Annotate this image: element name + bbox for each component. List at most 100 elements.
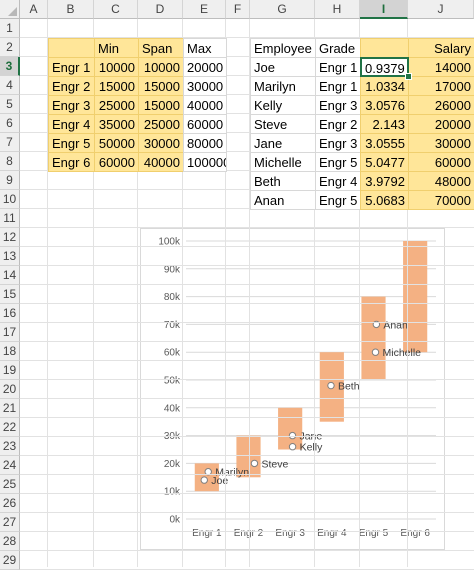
min-cell[interactable]: 60000 bbox=[94, 152, 139, 172]
row-header-23[interactable]: 23 bbox=[0, 437, 20, 456]
row-header-20[interactable]: 20 bbox=[0, 380, 20, 399]
row-header-28[interactable]: 28 bbox=[0, 532, 20, 551]
position-cell[interactable]: 5.0683 bbox=[360, 190, 409, 210]
position-cell[interactable]: 5.0477 bbox=[360, 152, 409, 172]
employee-table-header-grade[interactable]: Grade bbox=[315, 38, 361, 58]
salary-cell[interactable]: 70000 bbox=[408, 190, 474, 210]
employee-grade-cell[interactable]: Engr 4 bbox=[315, 171, 361, 191]
row-header-6[interactable]: 6 bbox=[0, 114, 20, 133]
employee-grade-cell[interactable]: Engr 1 bbox=[315, 76, 361, 96]
active-cell-i3[interactable]: 0.9379 bbox=[360, 57, 409, 77]
max-cell[interactable]: 60000 bbox=[183, 114, 227, 134]
salary-cell[interactable]: 14000 bbox=[408, 57, 474, 77]
employee-name-cell[interactable]: Anan bbox=[250, 190, 316, 210]
employee-grade-cell[interactable]: Engr 1 bbox=[315, 57, 361, 77]
grade-cell[interactable]: Engr 5 bbox=[48, 133, 95, 153]
row-header-16[interactable]: 16 bbox=[0, 304, 20, 323]
row-header-8[interactable]: 8 bbox=[0, 152, 20, 171]
row-header-2[interactable]: 2 bbox=[0, 38, 20, 57]
grade-cell[interactable]: Engr 2 bbox=[48, 76, 95, 96]
row-header-11[interactable]: 11 bbox=[0, 209, 20, 228]
salary-cell[interactable]: 26000 bbox=[408, 95, 474, 115]
row-header-7[interactable]: 7 bbox=[0, 133, 20, 152]
grade-cell[interactable]: Engr 1 bbox=[48, 57, 95, 77]
employee-name-cell[interactable]: Joe bbox=[250, 57, 316, 77]
employee-grade-cell[interactable]: Engr 5 bbox=[315, 152, 361, 172]
position-cell[interactable]: 1.0334 bbox=[360, 76, 409, 96]
grade-cell[interactable]: Engr 6 bbox=[48, 152, 95, 172]
employee-table-header-blank[interactable] bbox=[360, 38, 409, 58]
grade-cell[interactable]: Engr 4 bbox=[48, 114, 95, 134]
max-cell[interactable]: 100000 bbox=[183, 152, 227, 172]
row-header-26[interactable]: 26 bbox=[0, 494, 20, 513]
min-cell[interactable]: 35000 bbox=[94, 114, 139, 134]
row-header-24[interactable]: 24 bbox=[0, 456, 20, 475]
column-header-b[interactable]: B bbox=[48, 0, 94, 19]
salary-cell[interactable]: 17000 bbox=[408, 76, 474, 96]
column-header-i[interactable]: I bbox=[360, 0, 408, 19]
employee-name-cell[interactable]: Michelle bbox=[250, 152, 316, 172]
max-cell[interactable]: 20000 bbox=[183, 57, 227, 77]
salary-cell[interactable]: 48000 bbox=[408, 171, 474, 191]
column-header-e[interactable]: E bbox=[183, 0, 226, 19]
span-cell[interactable]: 40000 bbox=[138, 152, 184, 172]
column-header-c[interactable]: C bbox=[94, 0, 138, 19]
employee-table-header-employee[interactable]: Employee bbox=[250, 38, 316, 58]
position-cell[interactable]: 3.0555 bbox=[360, 133, 409, 153]
employee-grade-cell[interactable]: Engr 3 bbox=[315, 95, 361, 115]
span-cell[interactable]: 25000 bbox=[138, 114, 184, 134]
employee-name-cell[interactable]: Marilyn bbox=[250, 76, 316, 96]
row-header-21[interactable]: 21 bbox=[0, 399, 20, 418]
row-header-12[interactable]: 12 bbox=[0, 228, 20, 247]
employee-name-cell[interactable]: Jane bbox=[250, 133, 316, 153]
row-header-13[interactable]: 13 bbox=[0, 247, 20, 266]
grade-table-header-min[interactable]: Min bbox=[94, 38, 139, 58]
row-header-15[interactable]: 15 bbox=[0, 285, 20, 304]
row-header-17[interactable]: 17 bbox=[0, 323, 20, 342]
grade-table-header-span[interactable]: Span bbox=[138, 38, 184, 58]
row-header-9[interactable]: 9 bbox=[0, 171, 20, 190]
min-cell[interactable]: 25000 bbox=[94, 95, 139, 115]
employee-grade-cell[interactable]: Engr 5 bbox=[315, 190, 361, 210]
salary-cell[interactable]: 20000 bbox=[408, 114, 474, 134]
span-cell[interactable]: 30000 bbox=[138, 133, 184, 153]
row-header-5[interactable]: 5 bbox=[0, 95, 20, 114]
column-header-g[interactable]: G bbox=[250, 0, 315, 19]
position-cell[interactable]: 2.143 bbox=[360, 114, 409, 134]
max-cell[interactable]: 40000 bbox=[183, 95, 227, 115]
salary-cell[interactable]: 30000 bbox=[408, 133, 474, 153]
employee-grade-cell[interactable]: Engr 3 bbox=[315, 133, 361, 153]
min-cell[interactable]: 50000 bbox=[94, 133, 139, 153]
column-header-f[interactable]: F bbox=[226, 0, 250, 19]
row-header-4[interactable]: 4 bbox=[0, 76, 20, 95]
salary-cell[interactable]: 60000 bbox=[408, 152, 474, 172]
row-header-22[interactable]: 22 bbox=[0, 418, 20, 437]
max-cell[interactable]: 30000 bbox=[183, 76, 227, 96]
grade-table-header-max[interactable]: Max bbox=[183, 38, 227, 58]
column-header-a[interactable]: A bbox=[20, 0, 48, 19]
fill-handle[interactable] bbox=[405, 73, 412, 80]
employee-name-cell[interactable]: Kelly bbox=[250, 95, 316, 115]
row-header-10[interactable]: 10 bbox=[0, 190, 20, 209]
employee-table-header-salary[interactable]: Salary bbox=[408, 38, 474, 58]
row-header-18[interactable]: 18 bbox=[0, 342, 20, 361]
select-all-corner[interactable] bbox=[0, 0, 20, 19]
column-header-j[interactable]: J bbox=[408, 0, 474, 19]
min-cell[interactable]: 15000 bbox=[94, 76, 139, 96]
salary-range-chart[interactable]: 0k10k20k30k40k50k60k70k80k90k100kEngr 1E… bbox=[140, 228, 445, 550]
position-cell[interactable]: 3.9792 bbox=[360, 171, 409, 191]
position-cell[interactable]: 3.0576 bbox=[360, 95, 409, 115]
row-header-29[interactable]: 29 bbox=[0, 551, 20, 570]
span-cell[interactable]: 15000 bbox=[138, 95, 184, 115]
employee-name-cell[interactable]: Steve bbox=[250, 114, 316, 134]
max-cell[interactable]: 80000 bbox=[183, 133, 227, 153]
column-header-d[interactable]: D bbox=[138, 0, 183, 19]
column-header-h[interactable]: H bbox=[315, 0, 360, 19]
row-header-19[interactable]: 19 bbox=[0, 361, 20, 380]
min-cell[interactable]: 10000 bbox=[94, 57, 139, 77]
grade-table-header-blank[interactable] bbox=[48, 38, 95, 58]
row-header-1[interactable]: 1 bbox=[0, 19, 20, 38]
row-header-3[interactable]: 3 bbox=[0, 57, 20, 76]
span-cell[interactable]: 15000 bbox=[138, 76, 184, 96]
row-header-27[interactable]: 27 bbox=[0, 513, 20, 532]
